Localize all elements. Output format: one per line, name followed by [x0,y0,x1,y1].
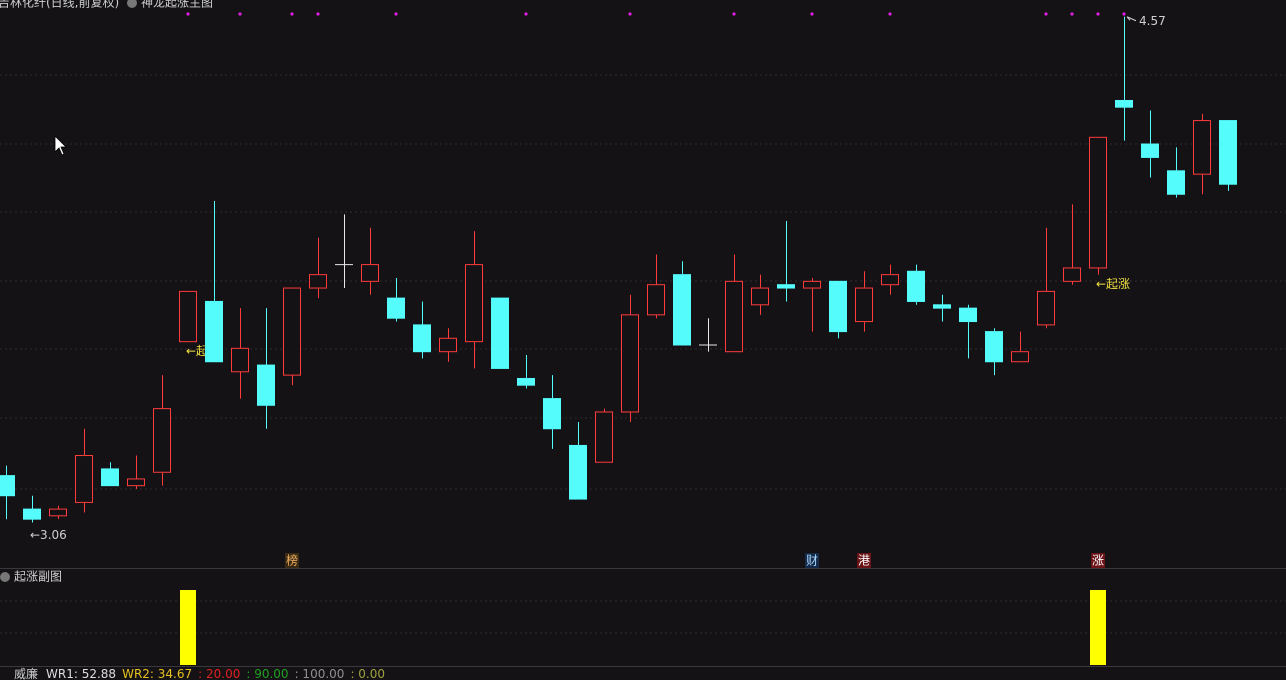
candle-body [1115,99,1133,108]
tag-bg [285,553,299,568]
high-arrow [1126,16,1131,21]
candle-body [257,364,275,406]
signal-dot [1122,12,1126,16]
candle-body [595,411,613,463]
signal-dot [810,12,814,16]
candle-body [491,297,509,369]
candle-body [881,274,899,286]
signal-dot [394,12,398,16]
candle-body [439,337,457,353]
indicator-bar: 威廉 WR1: 52.88 WR2: 34.67 : 20.00 : 90.00 : 10… [0,668,387,680]
tag-bg [857,553,871,568]
candle-body [413,324,431,353]
signal-dot [1096,12,1100,16]
candle-body [361,264,379,282]
candle-body [283,287,301,376]
signal-dot [186,12,190,16]
indicator-value: WR2: 34.67 [122,667,193,680]
candle-body [127,478,145,487]
candle-body [751,287,769,306]
indicator-name: 威廉 [14,667,39,680]
candle-body [465,264,483,343]
candle-body [803,280,821,289]
signal-dot [524,12,528,16]
candle-body [543,398,561,430]
candle-body [569,444,587,500]
high-arrow [1126,16,1137,22]
candle-body [1167,170,1185,195]
subchart-title: 起涨副图 [14,569,62,584]
tag-bg [805,553,819,568]
candle-body [933,304,951,309]
mouse-cursor [54,135,67,156]
candle-body [23,508,41,520]
candle-body [959,307,977,323]
signal-dot [888,12,892,16]
indicator-value: : 20.00 [198,667,241,680]
candle-body [205,300,223,363]
indicator-value: : 100.00 [294,667,345,680]
candle-body [829,280,847,333]
candle-body [517,377,535,386]
candle-body [0,475,15,497]
signal-dot [238,12,242,16]
candle-body [1089,136,1107,269]
high-label: 4.57 [1139,14,1166,28]
candle-body [231,347,249,373]
chart-subtitle: 神龙起涨主图 [141,0,213,10]
candle-body [985,331,1003,363]
signal-dot [290,12,294,16]
tag-bg [1091,553,1105,568]
candle-body [1193,120,1211,175]
candle-body [777,284,795,289]
candle-body [621,314,639,413]
collapse-icon[interactable] [127,0,137,8]
candle-body [1063,267,1081,282]
candle-body [153,408,171,473]
candle-body [1037,290,1055,326]
signal-bar [1090,590,1106,665]
candle-body [1011,351,1029,363]
candle-body [647,284,665,316]
candle-body [907,270,925,302]
low-label: ←3.06 [30,528,67,542]
signal-bar [180,590,196,665]
signal-dot [628,12,632,16]
signal-dot [316,12,320,16]
candle-body [309,274,327,289]
indicator-value: : 0.00 [350,667,386,680]
tag-label: 港 [858,554,870,568]
indicator-value: WR1: 52.88 [46,667,117,680]
signal-dot [1070,12,1074,16]
tag-label: 涨 [1092,553,1104,568]
candle-body [49,508,67,517]
signal-dot [1044,12,1048,16]
candle-body [1219,120,1237,185]
signal-dot [732,12,736,16]
candle-body [673,274,691,346]
collapse-icon[interactable] [0,572,10,582]
candle-body [855,287,873,323]
candle-body [75,455,93,503]
indicator-value: : 90.00 [246,667,289,680]
candle-body [1141,143,1159,158]
tag-label: 财 [806,554,818,568]
candle-body [179,290,197,343]
candle-body [387,297,405,319]
tag-label: 榜 [286,553,298,568]
chart-title: 吉林化纤(日线,前复权) [0,0,119,10]
candle-body [725,280,743,353]
candle-body [101,468,119,487]
signal-label: ←起涨 [1096,276,1130,291]
